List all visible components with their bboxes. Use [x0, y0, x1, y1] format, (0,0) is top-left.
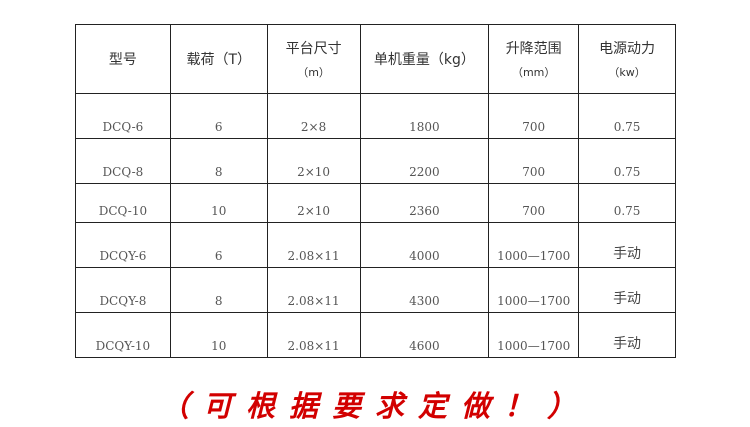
- table-cell: 4300: [359, 267, 490, 313]
- table-cell: 8: [169, 267, 268, 313]
- table-cell: 2.08×11: [266, 222, 361, 268]
- table-cell: 2×10: [266, 138, 361, 184]
- header-label: 载荷（T）: [186, 52, 252, 68]
- header-label: 单机重量（kg）: [373, 52, 475, 68]
- header-power: 电源动力 （kw）: [578, 24, 676, 94]
- table-cell: 2×10: [266, 183, 361, 223]
- table-cell: 700: [488, 138, 580, 184]
- header-lift-range: 升降范围 （mm）: [488, 24, 580, 94]
- table-cell: 1000—1700: [488, 267, 580, 313]
- table-cell: 手动: [578, 267, 676, 313]
- table-cell: 4600: [359, 312, 490, 358]
- header-unit: （mm）: [511, 66, 556, 79]
- table-cell: 700: [488, 183, 580, 223]
- table-cell: DCQY-10: [75, 312, 171, 358]
- spec-table: 型号 载荷（T） 平台尺寸 （m） 单机重量（kg） 升降范围 （mm） 电源动力 （…: [75, 24, 676, 358]
- table-cell: 4000: [359, 222, 490, 268]
- table-cell: 0.75: [578, 138, 676, 184]
- table-row: DCQY-8 8 2.08×11 4300 1000—1700 手动: [75, 267, 676, 313]
- header-unit: （m）: [297, 66, 330, 79]
- table-cell: 10: [169, 312, 268, 358]
- table-cell: 6: [169, 93, 268, 139]
- table-cell: 1000—1700: [488, 222, 580, 268]
- table-cell: 2200: [359, 138, 490, 184]
- table-cell: DCQ-8: [75, 138, 171, 184]
- header-label: 平台尺寸: [285, 41, 342, 57]
- table-cell: DCQ-6: [75, 93, 171, 139]
- header-label: 型号: [108, 52, 137, 68]
- header-row: 型号 载荷（T） 平台尺寸 （m） 单机重量（kg） 升降范围 （mm） 电源动力 （…: [75, 24, 676, 94]
- table-row: DCQ-6 6 2×8 1800 700 0.75: [75, 93, 676, 139]
- table-row: DCQY-10 10 2.08×11 4600 1000—1700 手动: [75, 312, 676, 358]
- table-cell: DCQ-10: [75, 183, 171, 223]
- header-model: 型号: [75, 24, 171, 94]
- table-cell: 8: [169, 138, 268, 184]
- table-row: DCQY-6 6 2.08×11 4000 1000—1700 手动: [75, 222, 676, 268]
- table-cell: 2×8: [266, 93, 361, 139]
- table-cell: 0.75: [578, 183, 676, 223]
- table-cell: 1800: [359, 93, 490, 139]
- header-platform-size: 平台尺寸 （m）: [266, 24, 361, 94]
- table-cell: 2.08×11: [266, 312, 361, 358]
- header-label: 升降范围: [505, 41, 562, 57]
- table-cell: 700: [488, 93, 580, 139]
- table-cell: 1000—1700: [488, 312, 580, 358]
- custom-order-note: （可根据要求定做！）: [159, 389, 590, 423]
- table-cell: 手动: [578, 312, 676, 358]
- table-row: DCQ-10 10 2×10 2360 700 0.75: [75, 183, 676, 223]
- table-cell: 2360: [359, 183, 490, 223]
- header-weight: 单机重量（kg）: [359, 24, 490, 94]
- table-cell: 2.08×11: [266, 267, 361, 313]
- table-row: DCQ-8 8 2×10 2200 700 0.75: [75, 138, 676, 184]
- header-load: 载荷（T）: [169, 24, 268, 94]
- table-cell: DCQY-6: [75, 222, 171, 268]
- table-cell: 10: [169, 183, 268, 223]
- table-cell: 6: [169, 222, 268, 268]
- header-unit: （kw）: [608, 66, 646, 79]
- header-label: 电源动力: [599, 41, 656, 57]
- table-cell: DCQY-8: [75, 267, 171, 313]
- table-cell: 0.75: [578, 93, 676, 139]
- table-cell: 手动: [578, 222, 676, 268]
